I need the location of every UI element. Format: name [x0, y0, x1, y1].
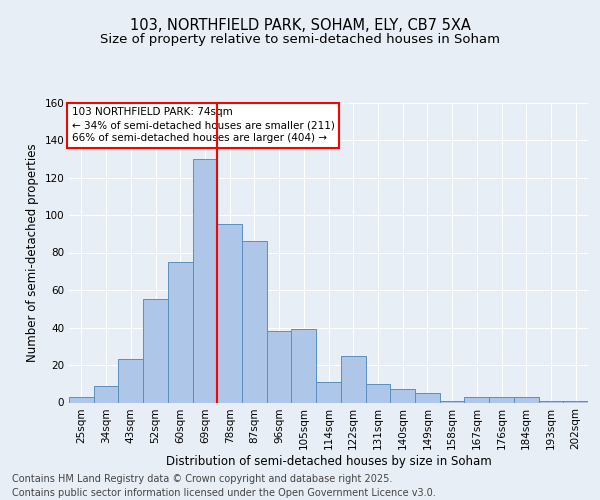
Text: Size of property relative to semi-detached houses in Soham: Size of property relative to semi-detach… [100, 32, 500, 46]
Bar [489, 397, 514, 402]
Bar [514, 397, 539, 402]
Bar [341, 356, 365, 403]
Bar [94, 386, 118, 402]
Bar [143, 300, 168, 403]
Bar [440, 400, 464, 402]
Bar [242, 242, 267, 402]
Bar [563, 400, 588, 402]
Text: 103 NORTHFIELD PARK: 74sqm
← 34% of semi-detached houses are smaller (211)
66% o: 103 NORTHFIELD PARK: 74sqm ← 34% of semi… [71, 107, 334, 144]
Bar [415, 393, 440, 402]
Bar [316, 382, 341, 402]
Bar [539, 400, 563, 402]
Bar [390, 390, 415, 402]
X-axis label: Distribution of semi-detached houses by size in Soham: Distribution of semi-detached houses by … [166, 455, 491, 468]
Bar [267, 331, 292, 402]
Text: 103, NORTHFIELD PARK, SOHAM, ELY, CB7 5XA: 103, NORTHFIELD PARK, SOHAM, ELY, CB7 5X… [130, 18, 470, 32]
Text: Contains HM Land Registry data © Crown copyright and database right 2025.
Contai: Contains HM Land Registry data © Crown c… [12, 474, 436, 498]
Bar [292, 330, 316, 402]
Bar [168, 262, 193, 402]
Bar [464, 397, 489, 402]
Bar [118, 360, 143, 403]
Y-axis label: Number of semi-detached properties: Number of semi-detached properties [26, 143, 39, 362]
Bar [69, 397, 94, 402]
Bar [217, 224, 242, 402]
Bar [193, 159, 217, 402]
Bar [365, 384, 390, 402]
